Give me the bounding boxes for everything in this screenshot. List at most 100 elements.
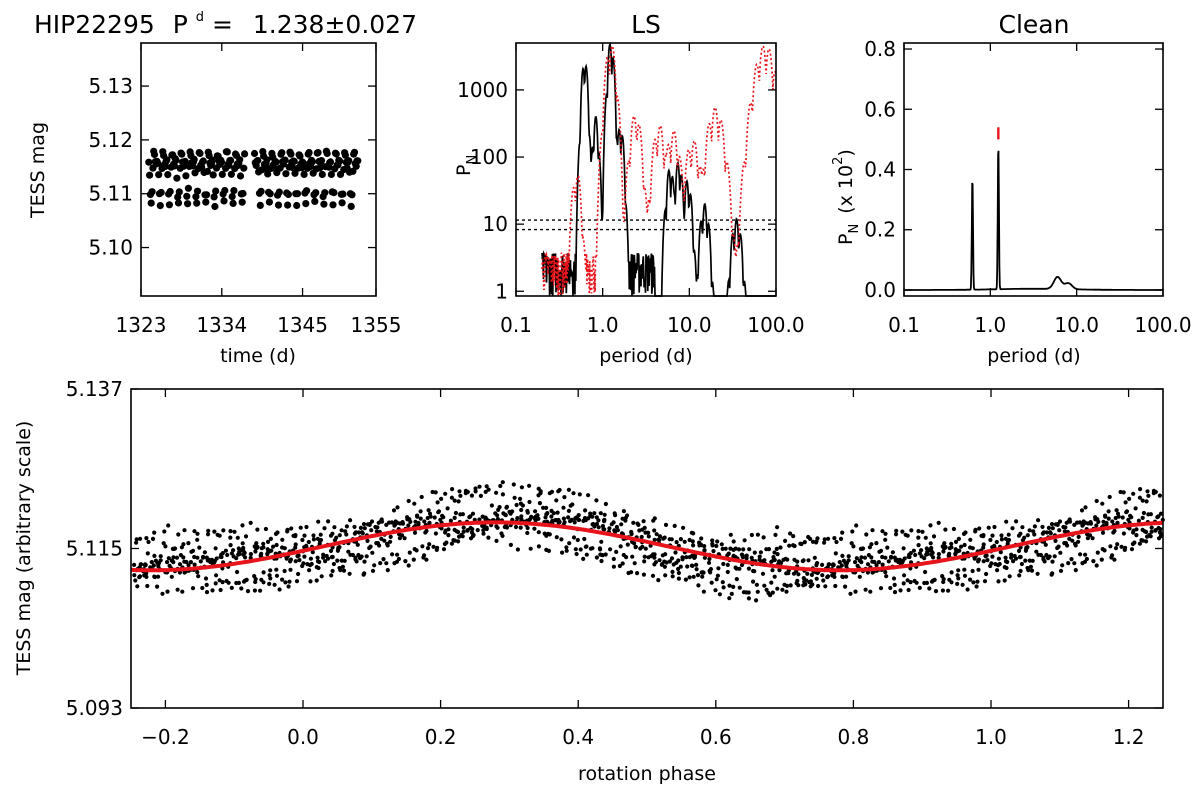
phase-point bbox=[1073, 568, 1078, 573]
phase-point bbox=[723, 546, 728, 551]
phase-point bbox=[569, 517, 574, 523]
lightcurve-point bbox=[156, 202, 164, 210]
phase-point bbox=[1113, 546, 1119, 551]
phase-point bbox=[911, 548, 917, 553]
phase-point bbox=[1094, 563, 1099, 568]
phase-point bbox=[457, 489, 462, 494]
phase-point bbox=[883, 555, 888, 560]
phase-point bbox=[494, 538, 499, 544]
phase-point bbox=[714, 543, 719, 549]
phase-point bbox=[997, 561, 1002, 567]
phase-point bbox=[228, 543, 233, 548]
phase-point bbox=[1137, 541, 1142, 546]
phase-point bbox=[804, 578, 809, 583]
ls-ytick-label: 10 bbox=[483, 212, 508, 236]
phase-point bbox=[880, 529, 885, 534]
phase-point bbox=[786, 571, 791, 576]
phase-point bbox=[566, 515, 571, 520]
phase-point bbox=[435, 500, 440, 505]
phase-point bbox=[673, 550, 678, 555]
phase-point bbox=[906, 587, 911, 593]
phase-point bbox=[307, 568, 312, 573]
phase-point bbox=[235, 535, 240, 540]
phase-point bbox=[719, 542, 724, 547]
ls-xlabel: period (d) bbox=[599, 345, 692, 367]
phase-point bbox=[654, 532, 659, 537]
phase-point bbox=[996, 556, 1002, 561]
phase-point bbox=[160, 591, 165, 596]
phase-point bbox=[643, 546, 648, 551]
phase-point bbox=[1112, 557, 1117, 562]
phase-point bbox=[1100, 530, 1106, 535]
phase-point bbox=[481, 528, 486, 533]
phase-point bbox=[820, 573, 825, 578]
phase-point bbox=[156, 574, 161, 579]
phase-point bbox=[274, 573, 280, 578]
phase-point bbox=[571, 491, 576, 496]
phase-point bbox=[457, 534, 462, 539]
phase-point bbox=[206, 528, 211, 534]
phase-point bbox=[744, 553, 749, 558]
ls-curves bbox=[516, 41, 777, 297]
phase-point bbox=[385, 568, 390, 573]
phase-point bbox=[1025, 533, 1030, 538]
phase-point bbox=[670, 574, 675, 579]
phase-point bbox=[618, 544, 623, 549]
phase-point bbox=[902, 573, 907, 578]
lightcurve-point bbox=[154, 159, 162, 167]
phase-point bbox=[337, 565, 342, 571]
phase-xtick-label: 0.2 bbox=[425, 725, 457, 749]
phase-point bbox=[874, 541, 879, 546]
phase-point bbox=[288, 557, 293, 562]
phase-point bbox=[933, 589, 939, 594]
phase-point bbox=[195, 531, 200, 536]
phase-point bbox=[253, 545, 258, 550]
phase-point bbox=[236, 546, 241, 551]
phase-point bbox=[602, 517, 607, 523]
phase-point bbox=[976, 567, 981, 572]
lightcurve-point bbox=[275, 188, 283, 196]
phase-point bbox=[772, 574, 777, 579]
phase-point bbox=[162, 529, 167, 534]
phase-point bbox=[720, 580, 725, 585]
phase-point bbox=[151, 563, 156, 568]
phase-point bbox=[422, 553, 427, 558]
phase-point bbox=[138, 536, 143, 541]
phase-point bbox=[664, 560, 669, 565]
phase-point bbox=[681, 525, 686, 530]
phase-point bbox=[924, 546, 929, 551]
phase-point bbox=[315, 555, 320, 560]
phase-point bbox=[661, 536, 666, 541]
phase-point bbox=[1121, 490, 1126, 495]
phase-point bbox=[231, 548, 236, 553]
phase-point bbox=[985, 558, 990, 563]
phase-point bbox=[196, 574, 201, 579]
phase-point bbox=[751, 579, 756, 584]
phase-point bbox=[821, 578, 826, 583]
phase-point bbox=[1080, 522, 1085, 527]
phase-xlabel: rotation phase bbox=[578, 763, 716, 785]
phase-point bbox=[892, 582, 897, 588]
phase-point bbox=[577, 492, 582, 497]
phase-point bbox=[411, 557, 416, 562]
phase-point bbox=[592, 511, 597, 516]
phase-point bbox=[358, 525, 363, 531]
phase-point bbox=[571, 535, 577, 540]
phase-point bbox=[1090, 536, 1095, 541]
lightcurve-point bbox=[266, 190, 274, 198]
phase-point bbox=[962, 573, 968, 578]
phase-point bbox=[432, 515, 437, 520]
phase-point bbox=[694, 562, 699, 567]
phase-ytick-label: 5.137 bbox=[66, 377, 123, 401]
phase-point bbox=[853, 589, 858, 594]
phase-point bbox=[614, 524, 620, 530]
phase-point bbox=[725, 569, 730, 575]
phase-point bbox=[555, 510, 560, 515]
phase-point bbox=[350, 552, 355, 558]
phase-point bbox=[535, 513, 540, 518]
phase-point bbox=[624, 555, 629, 560]
clean-xtick-label: 1.0 bbox=[974, 313, 1006, 337]
phase-point bbox=[560, 550, 565, 555]
lightcurve-point bbox=[264, 170, 272, 178]
